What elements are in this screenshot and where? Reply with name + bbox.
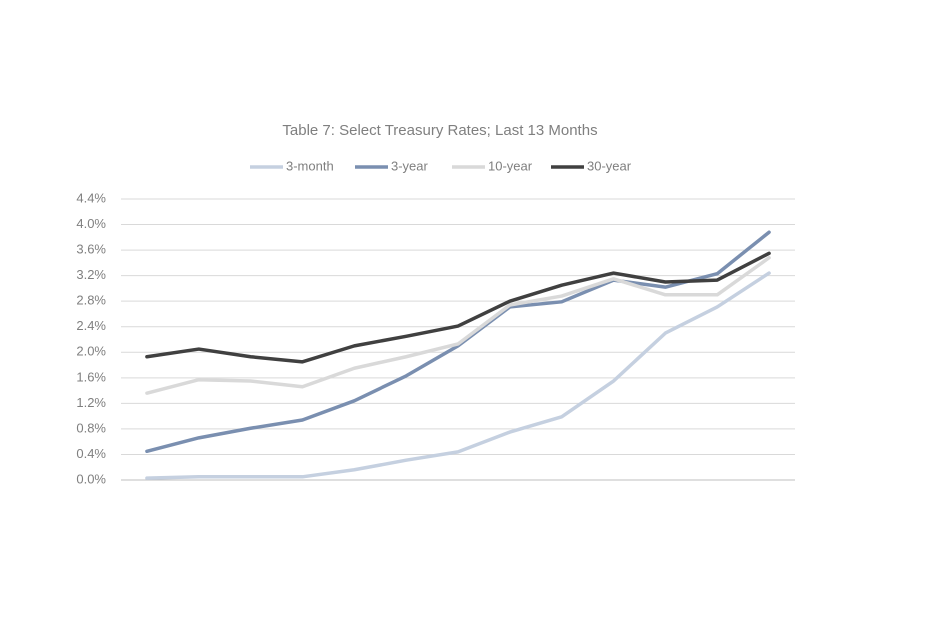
y-tick-label: 3.2% — [76, 267, 106, 282]
chart-title: Table 7: Select Treasury Rates; Last 13 … — [282, 122, 597, 139]
y-tick-label: 0.0% — [76, 471, 106, 486]
legend-label: 10-year — [488, 158, 533, 173]
y-tick-label: 0.4% — [76, 446, 106, 461]
y-tick-label: 4.4% — [76, 190, 106, 205]
y-tick-label: 2.4% — [76, 318, 106, 333]
legend-label: 30-year — [587, 158, 632, 173]
y-tick-label: 3.6% — [76, 242, 106, 257]
y-tick-label: 4.0% — [76, 216, 106, 231]
series-line — [145, 256, 771, 395]
y-tick-label: 0.8% — [76, 420, 106, 435]
y-tick-label: 1.6% — [76, 369, 106, 384]
legend-label: 3-month — [286, 158, 334, 173]
legend-label: 3-year — [391, 158, 429, 173]
y-tick-label: 2.0% — [76, 344, 106, 359]
y-tick-label: 2.8% — [76, 293, 106, 308]
series-line — [145, 230, 771, 454]
y-tick-label: 1.2% — [76, 395, 106, 410]
series-line — [145, 271, 771, 480]
series-line — [145, 251, 771, 364]
